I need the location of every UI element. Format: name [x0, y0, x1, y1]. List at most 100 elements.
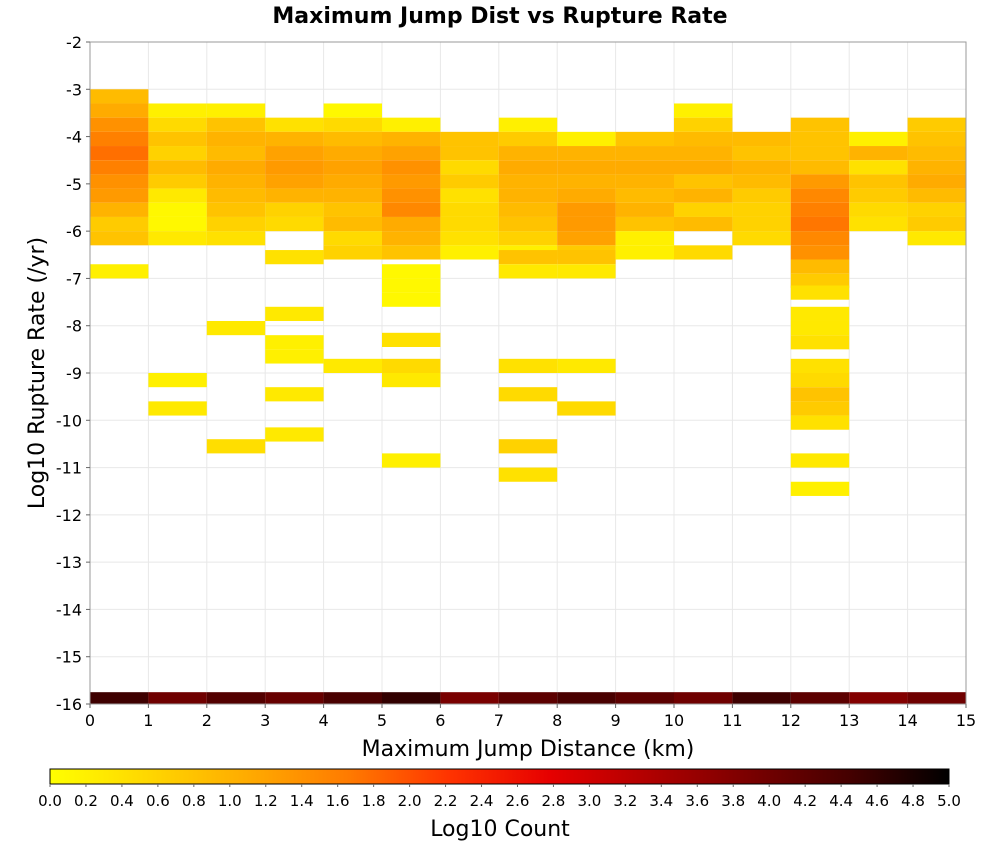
- heatmap-cells: [90, 89, 966, 704]
- heatmap-cell: [674, 146, 733, 161]
- heatmap-cell: [498, 264, 558, 279]
- heatmap-cell-baseline: [732, 692, 791, 704]
- colorbar-tick-label: 5.0: [937, 792, 961, 810]
- y-tick-label: -14: [56, 600, 82, 619]
- heatmap-cell: [615, 146, 674, 161]
- heatmap-cell: [907, 117, 966, 132]
- heatmap-cell: [90, 202, 149, 217]
- heatmap-cell: [849, 174, 908, 189]
- heatmap-cell: [790, 358, 850, 373]
- colorbar-tick-label: 4.4: [829, 792, 853, 810]
- heatmap-cell-baseline: [615, 692, 674, 704]
- heatmap-cell-baseline: [90, 692, 149, 704]
- colorbar-tick-label: 0.2: [74, 792, 98, 810]
- heatmap-cell: [90, 117, 149, 132]
- heatmap-cell: [206, 216, 266, 232]
- heatmap-cell: [790, 259, 850, 274]
- heatmap-cell: [382, 453, 441, 468]
- heatmap-cell: [849, 216, 908, 232]
- heatmap-cell: [907, 216, 966, 232]
- x-tick-label: 2: [202, 711, 212, 730]
- heatmap-cell-baseline: [382, 692, 441, 704]
- heatmap-cell: [323, 216, 382, 232]
- heatmap-cell: [557, 174, 616, 189]
- heatmap-cell: [323, 245, 382, 260]
- heatmap-cell: [90, 103, 149, 118]
- heatmap-cell: [498, 131, 558, 147]
- heatmap-cell: [615, 160, 674, 175]
- heatmap-cell: [206, 202, 266, 217]
- colorbar-tick-label: 3.6: [685, 792, 709, 810]
- heatmap-cell: [557, 358, 616, 373]
- y-tick-label: -7: [66, 269, 82, 288]
- x-axis-label: Maximum Jump Distance (km): [362, 737, 695, 762]
- colorbar-tick-label: 2.6: [506, 792, 530, 810]
- heatmap-cell: [790, 188, 850, 203]
- heatmap-cell: [382, 117, 441, 132]
- heatmap-cell-baseline: [440, 692, 499, 704]
- x-tick-label: 5: [377, 711, 387, 730]
- heatmap-cell: [498, 174, 558, 189]
- colorbar-tick-label: 4.6: [865, 792, 889, 810]
- heatmap-cell: [206, 146, 266, 161]
- heatmap-cell: [732, 174, 791, 189]
- heatmap-cell: [382, 292, 441, 307]
- heatmap-cell: [557, 146, 616, 161]
- heatmap-cell: [382, 160, 441, 175]
- heatmap-cell: [674, 103, 733, 118]
- colorbar-tick-label: 4.2: [793, 792, 817, 810]
- colorbar-tick-label: 0.8: [182, 792, 206, 810]
- colorbar-label: Log10 Count: [430, 817, 570, 842]
- heatmap-cell: [382, 188, 441, 203]
- x-tick-label: 3: [260, 711, 270, 730]
- heatmap-cell: [790, 216, 850, 232]
- x-tick-label: 8: [552, 711, 562, 730]
- heatmap-cell: [674, 216, 733, 232]
- heatmap-cell: [790, 231, 850, 246]
- heatmap-cell: [265, 216, 324, 232]
- y-tick-label: -13: [56, 553, 82, 572]
- x-tick-label: 12: [781, 711, 801, 730]
- heatmap-cell: [790, 273, 850, 288]
- heatmap-cell: [265, 146, 324, 161]
- heatmap-cell: [615, 188, 674, 203]
- heatmap-cell: [382, 231, 441, 246]
- heatmap-cell: [790, 401, 850, 416]
- colorbar-tick-label: 0.0: [38, 792, 62, 810]
- heatmap-cell: [732, 146, 791, 161]
- chart-title: Maximum Jump Dist vs Rupture Rate: [272, 4, 727, 29]
- colorbar-tick-label: 3.8: [721, 792, 745, 810]
- heatmap-cell: [732, 216, 791, 232]
- heatmap-cell: [206, 160, 266, 175]
- x-tick-label: 4: [319, 711, 329, 730]
- heatmap-cell: [849, 202, 908, 217]
- heatmap-cell: [382, 146, 441, 161]
- heatmap-cell: [90, 216, 149, 232]
- heatmap-cell: [790, 320, 850, 336]
- heatmap-cell: [206, 117, 266, 132]
- colorbar-tick-label: 1.0: [218, 792, 242, 810]
- heatmap-cell: [323, 174, 382, 189]
- heatmap-cell: [323, 103, 382, 118]
- heatmap-cell: [557, 202, 616, 217]
- x-tick-label: 7: [494, 711, 504, 730]
- heatmap-cell: [382, 131, 441, 147]
- y-axis-ticks: -2 -3 -4 -5 -6 -7 -8 -9 -10 -11 -12 -13 -14 -15 -16: [56, 33, 90, 714]
- heatmap-cell: [498, 439, 558, 454]
- heatmap-cell: [907, 188, 966, 203]
- colorbar-tick-label: 1.4: [290, 792, 314, 810]
- heatmap-cell: [440, 231, 499, 246]
- heatmap-cell: [265, 250, 324, 265]
- x-tick-label: 0: [85, 711, 95, 730]
- heatmap-cell: [674, 117, 733, 132]
- heatmap-cell: [440, 245, 499, 260]
- heatmap-cell: [148, 373, 207, 388]
- heatmap-cell: [790, 174, 850, 189]
- heatmap-cell-baseline: [265, 692, 324, 704]
- heatmap-cell: [323, 117, 382, 132]
- heatmap-cell: [907, 174, 966, 189]
- heatmap-cell: [557, 231, 616, 246]
- heatmap-cell: [206, 103, 266, 118]
- colorbar-tick-label: 4.0: [757, 792, 781, 810]
